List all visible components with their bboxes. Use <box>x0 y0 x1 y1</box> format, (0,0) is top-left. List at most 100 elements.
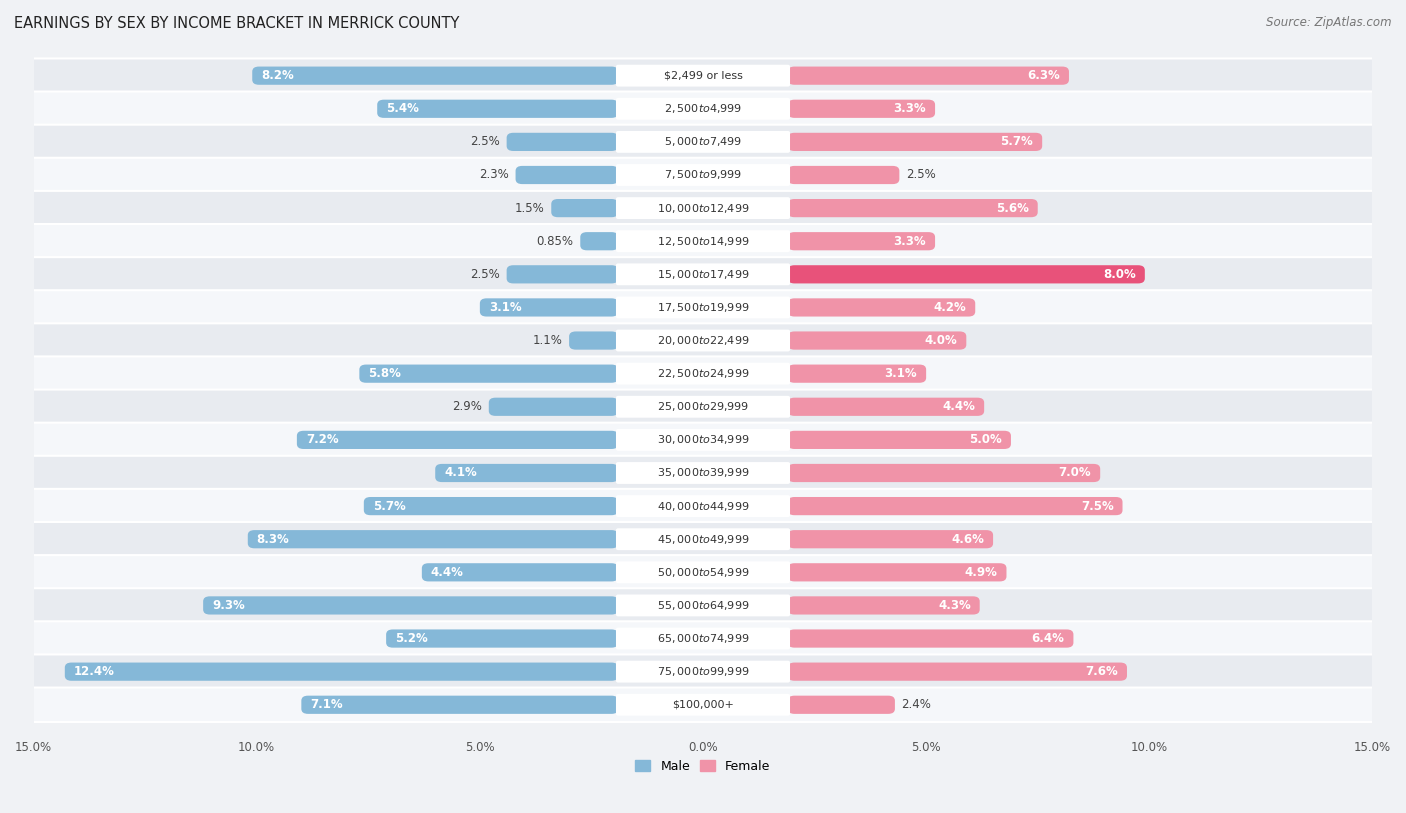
Text: 3.3%: 3.3% <box>894 102 927 115</box>
FancyBboxPatch shape <box>616 98 790 120</box>
FancyBboxPatch shape <box>787 233 935 250</box>
FancyBboxPatch shape <box>32 621 1374 656</box>
FancyBboxPatch shape <box>301 696 619 714</box>
FancyBboxPatch shape <box>32 555 1374 589</box>
Text: 2.9%: 2.9% <box>453 400 482 413</box>
FancyBboxPatch shape <box>364 497 619 515</box>
FancyBboxPatch shape <box>32 124 1374 159</box>
FancyBboxPatch shape <box>32 92 1374 126</box>
FancyBboxPatch shape <box>32 456 1374 490</box>
FancyBboxPatch shape <box>787 364 927 383</box>
FancyBboxPatch shape <box>787 133 1042 151</box>
Text: 2.5%: 2.5% <box>470 136 501 149</box>
Text: 4.2%: 4.2% <box>934 301 966 314</box>
FancyBboxPatch shape <box>581 233 619 250</box>
Text: 5.8%: 5.8% <box>368 367 401 380</box>
FancyBboxPatch shape <box>32 489 1374 524</box>
FancyBboxPatch shape <box>616 164 790 186</box>
FancyBboxPatch shape <box>32 389 1374 424</box>
FancyBboxPatch shape <box>202 596 619 615</box>
FancyBboxPatch shape <box>616 363 790 385</box>
Text: 8.2%: 8.2% <box>262 69 294 82</box>
Text: 5.7%: 5.7% <box>1001 136 1033 149</box>
FancyBboxPatch shape <box>616 263 790 285</box>
FancyBboxPatch shape <box>787 398 984 416</box>
FancyBboxPatch shape <box>616 396 790 418</box>
FancyBboxPatch shape <box>787 629 1073 648</box>
FancyBboxPatch shape <box>297 431 619 449</box>
Text: 7.5%: 7.5% <box>1081 500 1114 513</box>
FancyBboxPatch shape <box>32 589 1374 623</box>
FancyBboxPatch shape <box>479 298 619 316</box>
Text: $75,000 to $99,999: $75,000 to $99,999 <box>657 665 749 678</box>
Text: $65,000 to $74,999: $65,000 to $74,999 <box>657 632 749 645</box>
FancyBboxPatch shape <box>32 324 1374 358</box>
FancyBboxPatch shape <box>787 67 1069 85</box>
Text: 5.2%: 5.2% <box>395 632 427 645</box>
FancyBboxPatch shape <box>787 199 1038 217</box>
FancyBboxPatch shape <box>551 199 619 217</box>
FancyBboxPatch shape <box>616 429 790 450</box>
Text: $20,000 to $22,499: $20,000 to $22,499 <box>657 334 749 347</box>
FancyBboxPatch shape <box>422 563 619 581</box>
FancyBboxPatch shape <box>32 158 1374 192</box>
FancyBboxPatch shape <box>787 563 1007 581</box>
Text: 3.1%: 3.1% <box>884 367 917 380</box>
Text: 2.4%: 2.4% <box>901 698 931 711</box>
Text: 6.4%: 6.4% <box>1032 632 1064 645</box>
Text: 0.85%: 0.85% <box>537 235 574 248</box>
Text: $50,000 to $54,999: $50,000 to $54,999 <box>657 566 749 579</box>
Text: 7.2%: 7.2% <box>305 433 339 446</box>
Text: 4.9%: 4.9% <box>965 566 997 579</box>
Text: 2.5%: 2.5% <box>470 267 501 280</box>
Legend: Male, Female: Male, Female <box>630 755 776 778</box>
Text: $2,499 or less: $2,499 or less <box>664 71 742 80</box>
Text: 3.3%: 3.3% <box>894 235 927 248</box>
FancyBboxPatch shape <box>32 290 1374 324</box>
FancyBboxPatch shape <box>616 661 790 683</box>
Text: 4.1%: 4.1% <box>444 467 477 480</box>
Text: 4.4%: 4.4% <box>942 400 976 413</box>
FancyBboxPatch shape <box>787 100 935 118</box>
FancyBboxPatch shape <box>32 59 1374 93</box>
FancyBboxPatch shape <box>32 654 1374 689</box>
Text: $25,000 to $29,999: $25,000 to $29,999 <box>657 400 749 413</box>
FancyBboxPatch shape <box>32 423 1374 457</box>
Text: 4.0%: 4.0% <box>925 334 957 347</box>
FancyBboxPatch shape <box>32 522 1374 556</box>
FancyBboxPatch shape <box>506 133 619 151</box>
FancyBboxPatch shape <box>65 663 619 680</box>
Text: $100,000+: $100,000+ <box>672 700 734 710</box>
Text: 4.6%: 4.6% <box>952 533 984 546</box>
FancyBboxPatch shape <box>252 67 619 85</box>
Text: EARNINGS BY SEX BY INCOME BRACKET IN MERRICK COUNTY: EARNINGS BY SEX BY INCOME BRACKET IN MER… <box>14 16 460 31</box>
FancyBboxPatch shape <box>787 663 1128 680</box>
FancyBboxPatch shape <box>32 356 1374 391</box>
Text: 2.3%: 2.3% <box>479 168 509 181</box>
FancyBboxPatch shape <box>32 191 1374 225</box>
FancyBboxPatch shape <box>32 257 1374 292</box>
FancyBboxPatch shape <box>489 398 619 416</box>
FancyBboxPatch shape <box>616 462 790 484</box>
FancyBboxPatch shape <box>616 329 790 351</box>
Text: 7.0%: 7.0% <box>1059 467 1091 480</box>
FancyBboxPatch shape <box>787 497 1122 515</box>
FancyBboxPatch shape <box>32 688 1374 722</box>
Text: $15,000 to $17,499: $15,000 to $17,499 <box>657 267 749 280</box>
FancyBboxPatch shape <box>616 65 790 87</box>
Text: 8.0%: 8.0% <box>1104 267 1136 280</box>
Text: $55,000 to $64,999: $55,000 to $64,999 <box>657 599 749 612</box>
Text: 5.6%: 5.6% <box>995 202 1029 215</box>
FancyBboxPatch shape <box>506 265 619 284</box>
Text: 4.4%: 4.4% <box>430 566 464 579</box>
FancyBboxPatch shape <box>569 332 619 350</box>
Text: 1.1%: 1.1% <box>533 334 562 347</box>
FancyBboxPatch shape <box>616 131 790 153</box>
FancyBboxPatch shape <box>616 562 790 583</box>
FancyBboxPatch shape <box>387 629 619 648</box>
Text: $45,000 to $49,999: $45,000 to $49,999 <box>657 533 749 546</box>
FancyBboxPatch shape <box>32 224 1374 259</box>
Text: $10,000 to $12,499: $10,000 to $12,499 <box>657 202 749 215</box>
Text: 7.6%: 7.6% <box>1085 665 1118 678</box>
Text: 12.4%: 12.4% <box>73 665 115 678</box>
